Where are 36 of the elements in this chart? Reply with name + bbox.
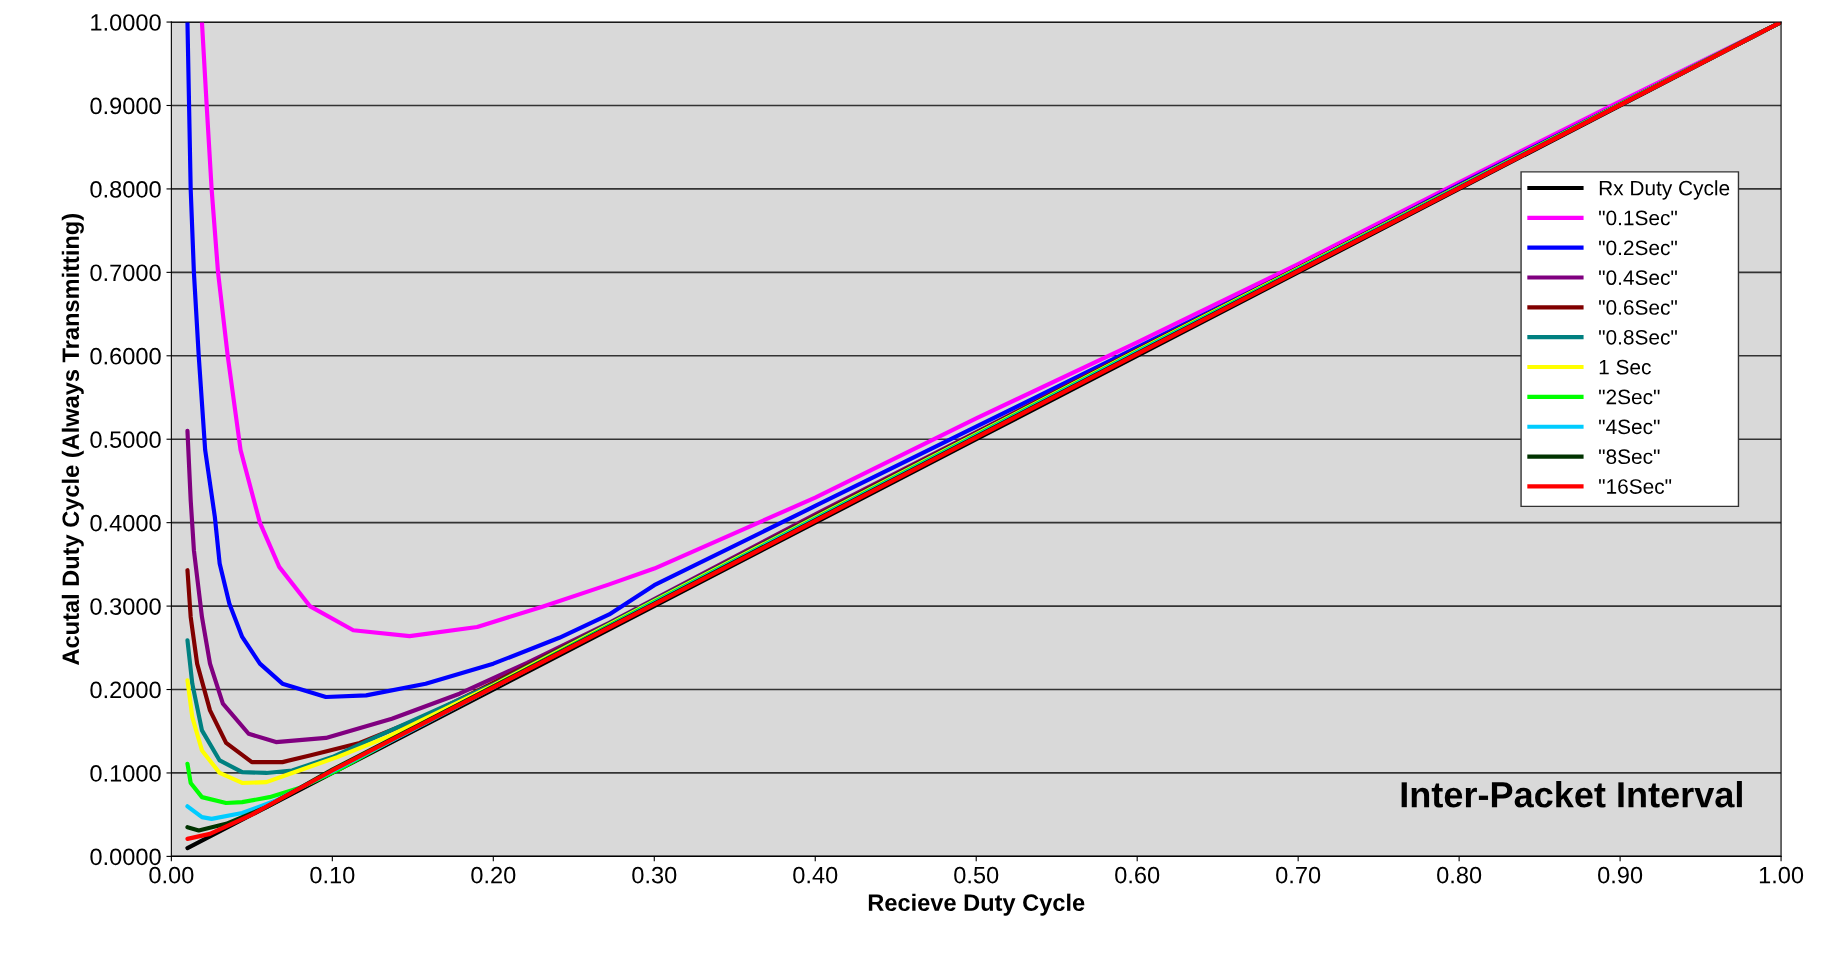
legend-label: "0.6Sec" — [1599, 300, 1677, 315]
y-tick-label: 0.4000 — [90, 514, 161, 532]
y-tick-label: 1.0000 — [91, 14, 161, 31]
x-axis-title: Recieve Duty Cycle — [868, 893, 1085, 916]
y-tick-label: 0.8000 — [90, 180, 161, 198]
y-tick-label: 0.6000 — [90, 347, 161, 365]
y-tick-label: 0.1000 — [90, 765, 161, 782]
y-tick-label: 0.9000 — [90, 97, 161, 115]
x-tick-label: 0.90 — [1598, 866, 1643, 884]
legend-label: "0.4Sec" — [1599, 270, 1677, 286]
x-tick-label: 0.50 — [954, 866, 999, 884]
y-tick-label: 0.0000 — [90, 848, 161, 866]
legend-label: "0.8Sec" — [1599, 329, 1677, 345]
x-tick-label: 0.60 — [1115, 866, 1160, 884]
legend-label: "8Sec" — [1599, 449, 1660, 465]
x-tick-label: 0.10 — [310, 866, 355, 884]
annotation: Inter-Packet Interval — [1401, 781, 1742, 808]
x-tick-label: 0.40 — [793, 866, 838, 884]
y-axis-title: Acutal Duty Cycle (Always Transmitting) — [61, 214, 84, 665]
x-tick-label: 0.70 — [1276, 866, 1321, 884]
legend-label: "4Sec" — [1599, 419, 1660, 435]
y-tick-label: 0.7000 — [90, 264, 161, 282]
y-tick-label: 0.5000 — [90, 431, 161, 449]
legend-label: "0.2Sec" — [1599, 240, 1677, 256]
legend-label: "0.1Sec" — [1599, 210, 1677, 226]
x-tick-label: 0.80 — [1437, 866, 1482, 884]
legend-label: "2Sec" — [1599, 389, 1660, 405]
legend-label: "16Sec" — [1599, 479, 1672, 494]
legend-label: Rx Duty Cycle — [1599, 180, 1730, 200]
x-tick-label: 0.20 — [471, 866, 516, 884]
legend-label: 1 Sec — [1599, 359, 1651, 375]
y-tick-label: 0.3000 — [90, 598, 161, 615]
x-tick-label: 0.00 — [149, 866, 194, 884]
x-tick-label: 1.00 — [1759, 866, 1804, 884]
y-tick-label: 0.2000 — [90, 681, 161, 699]
x-tick-label: 0.30 — [632, 866, 677, 884]
